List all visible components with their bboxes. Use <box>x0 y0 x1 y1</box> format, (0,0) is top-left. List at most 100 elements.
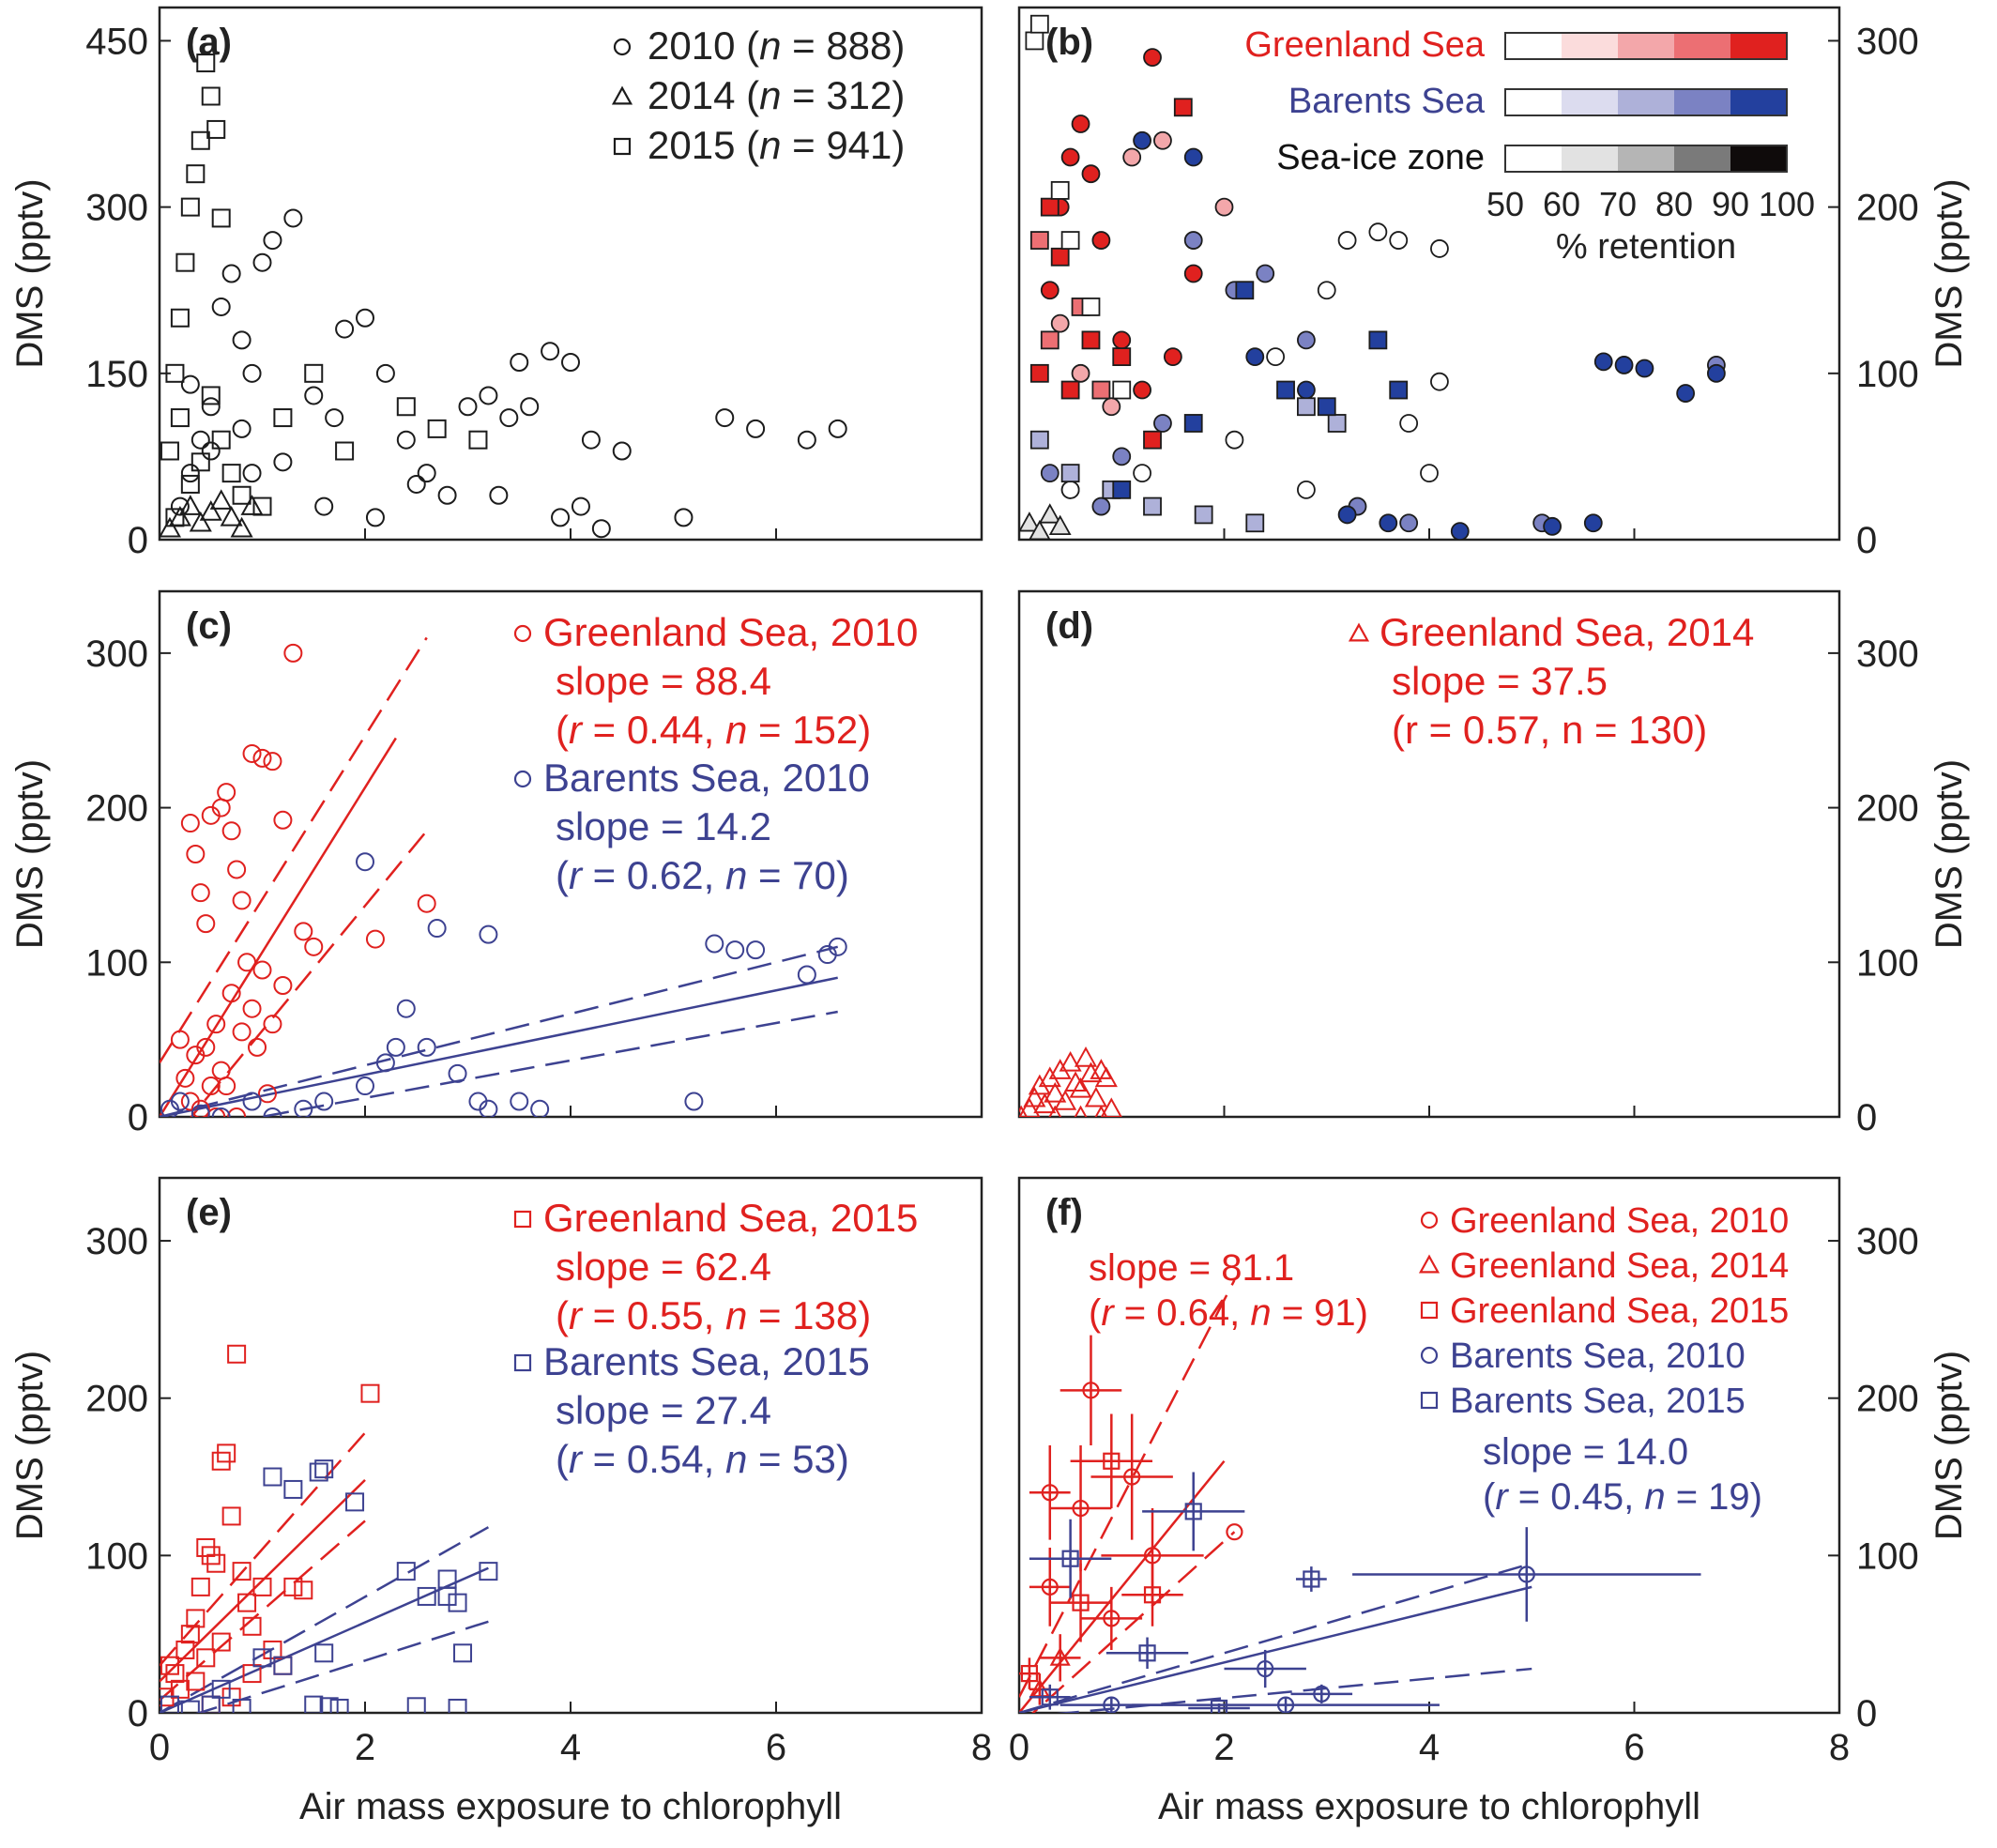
colorbar-swatch <box>1562 89 1618 115</box>
data-point <box>314 1459 334 1479</box>
data-point <box>797 430 816 450</box>
data-point <box>1060 380 1080 400</box>
panel-e: 0 100 200 300 0 2 4 6 8 DMS (pptv) Air mass exposu… <box>9 1176 992 1827</box>
stats-slope: slope = 81.1 <box>1089 1247 1294 1289</box>
y-tick-label: 100 <box>1856 942 1919 984</box>
data-point <box>242 999 262 1018</box>
data-point <box>180 474 200 494</box>
data-point <box>1337 505 1357 525</box>
data-point <box>325 408 344 428</box>
legend-marker <box>1348 622 1370 642</box>
data-point <box>1163 347 1182 366</box>
legend-slope: slope = 37.5 <box>1392 659 1608 703</box>
data-point <box>551 508 571 527</box>
data-point <box>365 508 385 527</box>
panel-label: (e) <box>186 1192 232 1233</box>
colorbar-tick-label: 90 <box>1712 185 1749 223</box>
data-point <box>237 1593 257 1612</box>
y-axis-label: DMS (pptv) <box>9 1351 51 1540</box>
data-point <box>201 1077 221 1096</box>
data-point <box>309 1462 328 1482</box>
data-point <box>217 1443 236 1463</box>
colorbar-row-label: Barents Sea <box>1288 82 1486 121</box>
y-tick-label: 0 <box>1856 1693 1877 1734</box>
stats-rn-text: (r = 0.62, n = 70) <box>556 853 849 897</box>
data-point <box>248 1037 267 1057</box>
data-point <box>448 1593 467 1612</box>
x-axis-label: Air mass exposure to chlorophyll <box>299 1786 842 1827</box>
data-point <box>257 1084 277 1104</box>
data-point <box>746 419 766 438</box>
data-point <box>1044 1081 1067 1103</box>
data-point <box>1614 356 1634 374</box>
data-point <box>437 1586 457 1606</box>
data-point <box>1081 164 1101 184</box>
data-point <box>180 197 200 217</box>
data-point <box>1084 1086 1107 1107</box>
data-point <box>1050 247 1070 267</box>
legend-text: 2014 (n = 312) <box>648 73 905 117</box>
data-point <box>417 893 436 913</box>
data-point <box>165 363 185 383</box>
colorbar-swatch <box>1618 89 1674 115</box>
data-point <box>1029 430 1049 450</box>
data-point <box>165 1664 185 1684</box>
legend-series-name: Barents Sea, 2010 <box>543 756 870 800</box>
data-point <box>175 1640 195 1659</box>
colorbar-swatch <box>1505 145 1562 172</box>
legend-slope: slope = 62.4 <box>556 1245 771 1289</box>
data-point <box>356 308 374 328</box>
data-point <box>406 474 426 494</box>
panel-c: 0 100 200 300 DMS (pptv) (c) Greenland Sea, 20… <box>9 589 983 1138</box>
data-point <box>227 860 247 879</box>
data-point <box>1069 1077 1092 1098</box>
data-point <box>160 1695 179 1713</box>
data-point <box>273 810 293 830</box>
data-point <box>684 1092 704 1111</box>
y-tick-label: 0 <box>1856 520 1877 561</box>
data-point <box>242 1616 262 1636</box>
data-point <box>170 1030 190 1049</box>
data-point <box>1420 464 1439 483</box>
panel-label: (b) <box>1045 22 1093 63</box>
data-point <box>1235 281 1255 300</box>
data-point <box>206 1553 226 1573</box>
data-point <box>746 940 766 960</box>
y-tick-label: 200 <box>1856 188 1919 229</box>
data-point <box>396 430 416 450</box>
data-point <box>273 976 293 995</box>
data-point <box>191 430 210 450</box>
data-point <box>479 386 498 405</box>
data-point <box>1183 231 1203 250</box>
data-point <box>1029 519 1051 540</box>
data-point <box>1091 496 1111 516</box>
data-point <box>530 1099 550 1117</box>
data-point <box>252 1577 272 1596</box>
colorbar-swatch <box>1674 89 1730 115</box>
fit-line <box>160 976 838 1117</box>
data-point <box>1079 1061 1103 1083</box>
data-point <box>217 783 236 802</box>
data-point <box>1276 380 1295 400</box>
data-point <box>227 1344 247 1364</box>
legend-series-name: Greenland Sea, 2010 <box>543 610 918 654</box>
data-point <box>211 430 231 450</box>
y-axis-label: DMS (pptv) <box>1928 759 1970 949</box>
data-point <box>1245 513 1265 533</box>
data-point <box>1297 380 1316 400</box>
data-point <box>468 430 488 450</box>
data-point <box>612 441 632 461</box>
data-point <box>1082 1382 1100 1399</box>
data-point <box>335 319 355 339</box>
data-point <box>1050 181 1070 200</box>
y-tick-label: 150 <box>85 354 148 395</box>
data-point <box>283 1479 303 1499</box>
data-point <box>365 929 385 949</box>
data-point <box>237 953 257 972</box>
data-point <box>479 924 498 944</box>
data-point <box>1103 1452 1120 1470</box>
data-point <box>1430 239 1449 258</box>
data-point <box>273 452 293 472</box>
colorbar-frame <box>1504 32 1788 60</box>
colorbar-swatch <box>1505 89 1562 115</box>
